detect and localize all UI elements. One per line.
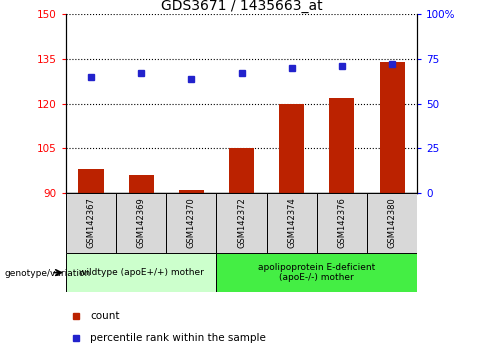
Bar bbox=[79, 169, 103, 193]
Text: GSM142374: GSM142374 bbox=[287, 198, 296, 249]
Bar bbox=[317, 193, 367, 253]
Text: GSM142380: GSM142380 bbox=[387, 198, 397, 249]
Text: GSM142367: GSM142367 bbox=[86, 198, 96, 249]
Bar bbox=[279, 104, 305, 193]
Bar bbox=[217, 253, 417, 292]
Bar bbox=[166, 193, 217, 253]
Bar bbox=[116, 193, 166, 253]
Bar bbox=[129, 175, 154, 193]
Text: count: count bbox=[90, 311, 120, 321]
Text: GSM142372: GSM142372 bbox=[237, 198, 246, 249]
Bar bbox=[266, 193, 317, 253]
Bar bbox=[367, 193, 417, 253]
Bar bbox=[179, 190, 204, 193]
Text: GSM142370: GSM142370 bbox=[187, 198, 196, 249]
Text: percentile rank within the sample: percentile rank within the sample bbox=[90, 333, 266, 343]
Bar bbox=[66, 253, 217, 292]
Text: genotype/variation: genotype/variation bbox=[5, 269, 91, 278]
Text: wildtype (apoE+/+) mother: wildtype (apoE+/+) mother bbox=[79, 268, 203, 277]
Bar bbox=[329, 98, 354, 193]
Title: GDS3671 / 1435663_at: GDS3671 / 1435663_at bbox=[161, 0, 323, 13]
Bar bbox=[66, 193, 116, 253]
Text: GSM142369: GSM142369 bbox=[137, 198, 146, 249]
Bar bbox=[229, 148, 254, 193]
Text: GSM142376: GSM142376 bbox=[337, 198, 346, 249]
Bar bbox=[380, 62, 405, 193]
Text: apolipoprotein E-deficient
(apoE-/-) mother: apolipoprotein E-deficient (apoE-/-) mot… bbox=[258, 263, 375, 282]
Bar bbox=[217, 193, 266, 253]
